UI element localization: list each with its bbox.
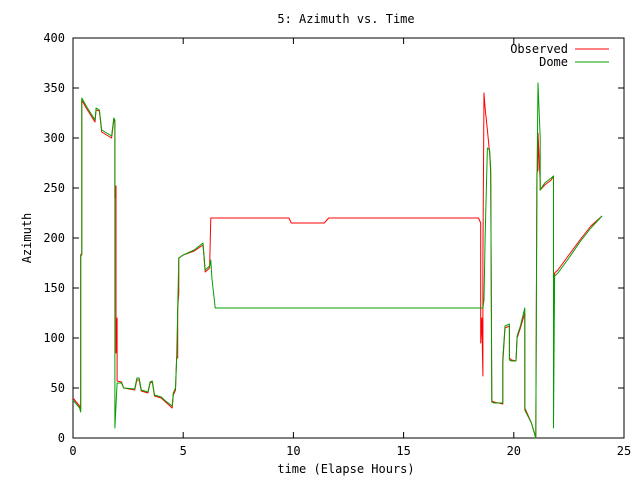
y-tick-label: 50 bbox=[51, 381, 65, 395]
x-tick-label: 25 bbox=[617, 444, 631, 458]
y-tick-label: 350 bbox=[43, 81, 65, 95]
x-tick-label: 5 bbox=[180, 444, 187, 458]
legend-label: Observed bbox=[510, 42, 568, 56]
series-layer bbox=[72, 82, 603, 439]
y-tick-label: 0 bbox=[58, 431, 65, 445]
y-tick-label: 150 bbox=[43, 281, 65, 295]
x-tick-label: 15 bbox=[396, 444, 410, 458]
plot-area bbox=[72, 37, 625, 439]
y-axis: 0 50 100 150 200 250 300 350 400 bbox=[43, 31, 624, 445]
series-line-observed bbox=[72, 92, 603, 439]
y-tick-label: 250 bbox=[43, 181, 65, 195]
x-tick-label: 10 bbox=[286, 444, 300, 458]
series-line-dome bbox=[72, 82, 603, 439]
chart-title: 5: Azimuth vs. Time bbox=[277, 12, 414, 26]
x-tick-label: 0 bbox=[69, 444, 76, 458]
x-axis: 0 5 10 15 20 25 bbox=[69, 38, 631, 458]
y-tick-label: 400 bbox=[43, 31, 65, 45]
y-tick-label: 200 bbox=[43, 231, 65, 245]
plot-frame bbox=[72, 37, 625, 439]
y-tick-label: 100 bbox=[43, 331, 65, 345]
x-tick-label: 20 bbox=[507, 444, 521, 458]
y-tick-label: 300 bbox=[43, 131, 65, 145]
y-axis-label: Azimuth bbox=[20, 213, 34, 264]
x-axis-label: time (Elapse Hours) bbox=[277, 462, 414, 476]
legend-label: Dome bbox=[539, 55, 568, 69]
